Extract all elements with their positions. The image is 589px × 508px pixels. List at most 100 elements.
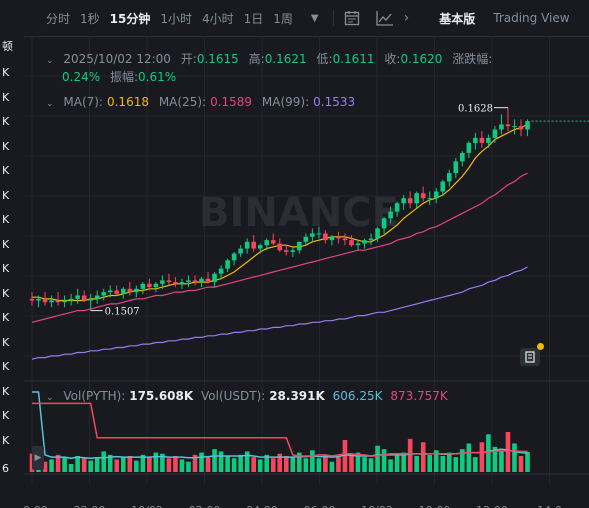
candle-down <box>173 282 178 284</box>
candle-down <box>251 241 256 249</box>
volume-bar-up <box>446 452 452 472</box>
collapse-chevron-down-icon[interactable]: ⌄ <box>46 56 54 66</box>
candle-up <box>68 298 74 301</box>
left-panel-marker: K <box>2 384 10 398</box>
volume-bar-down <box>277 453 283 472</box>
candle-down <box>55 300 61 303</box>
candle-up <box>160 280 165 284</box>
change-value: 0.24% <box>62 70 101 84</box>
volume-bar-up <box>244 451 250 472</box>
volume-bar-up <box>94 457 100 472</box>
volume-info: ⌄ Vol(PYTH): 175.608K Vol(USDT): 28.391K… <box>46 389 448 403</box>
candle-down <box>407 198 413 204</box>
candle-down <box>349 240 354 246</box>
change-label: 涨跌幅: <box>452 52 493 66</box>
candle-down <box>479 137 485 143</box>
candle-up <box>486 137 491 143</box>
candle-up <box>446 173 452 182</box>
timeframe-tab-active[interactable]: 15分钟 <box>109 11 151 26</box>
volume-bar-up <box>120 457 126 472</box>
volume-bar-down <box>349 454 354 472</box>
left-panel-marker: K <box>2 286 10 300</box>
left-panel-marker: K <box>2 164 10 177</box>
candle-up <box>355 243 361 246</box>
collapse-chevron-down-icon[interactable]: ⌄ <box>46 393 54 403</box>
candle-down <box>342 238 348 241</box>
timeframe-tab[interactable]: 4小时 <box>202 11 234 26</box>
vol-ma1-value: 606.25K <box>332 389 383 403</box>
candle-up <box>120 288 126 294</box>
candle-up <box>290 250 296 252</box>
timeframe-tab[interactable]: 1日 <box>243 11 264 26</box>
candle-up <box>433 191 439 199</box>
candle-up <box>394 203 400 212</box>
candle-up <box>499 124 504 130</box>
candle-up <box>460 152 465 162</box>
vol-usdt-value: 28.391K <box>269 389 325 403</box>
candle-down <box>205 278 211 283</box>
candle-up <box>375 228 380 239</box>
high-label: 高: <box>248 52 265 66</box>
candle-up <box>316 233 322 235</box>
volume-bar-up <box>388 459 393 472</box>
calendar-icon[interactable] <box>344 10 360 26</box>
candle-up <box>401 198 406 204</box>
volume-bar-up <box>218 451 224 472</box>
candle-up <box>238 248 243 254</box>
collapse-chevron-down-icon[interactable]: ⌄ <box>46 99 54 109</box>
candle-up <box>414 193 419 204</box>
volume-bar-up <box>375 445 380 472</box>
more-timeframes-chevron-down-icon[interactable]: ▼ <box>310 12 319 24</box>
close-label: 收: <box>384 52 401 66</box>
timeframe-tab[interactable]: 分时 <box>46 11 71 26</box>
candle-up <box>492 129 498 138</box>
timeframe-tab[interactable]: 1秒 <box>80 11 100 26</box>
left-panel-marker: K <box>2 188 10 202</box>
ma25-label: MA(25): <box>158 95 207 109</box>
candle-down <box>283 250 289 252</box>
volume-bar-up <box>355 452 361 472</box>
indicator-chart-icon[interactable] <box>375 10 394 26</box>
view-tradingview-tab[interactable]: Trading View <box>493 11 570 25</box>
volume-bar-down <box>192 454 198 472</box>
volume-bar-up <box>238 454 243 472</box>
timeframe-tab[interactable]: 1周 <box>273 11 293 26</box>
left-panel-marker: K <box>2 90 10 104</box>
volume-bar-down <box>42 461 48 472</box>
volume-bar-up <box>160 453 165 472</box>
volume-bar-up <box>512 443 517 472</box>
volume-bar-up <box>473 457 478 472</box>
ohlc-info-line2: 0.24% 振幅:0.61% <box>62 68 176 85</box>
left-panel-marker: K <box>2 115 10 128</box>
candle-up <box>140 283 146 289</box>
volume-ma-line-2 <box>32 402 528 457</box>
watermark-text: BINANCE <box>199 190 399 236</box>
candle-up <box>525 121 530 130</box>
candle-up <box>88 298 93 301</box>
view-basic-tab[interactable]: 基本版 <box>439 11 476 26</box>
candle-up <box>134 288 139 293</box>
candle-up <box>303 236 309 242</box>
volume-bar-up <box>414 456 419 472</box>
volume-bar-up <box>466 443 472 472</box>
candle-up <box>107 290 113 293</box>
candle-down <box>270 240 276 244</box>
volume-bar-up <box>499 451 504 472</box>
timeframe-tab[interactable]: 1小时 <box>160 11 192 26</box>
volume-bar-up <box>394 454 400 472</box>
volume-bar-up <box>107 454 113 472</box>
candle-down <box>323 233 328 241</box>
volume-bar-down <box>479 442 485 472</box>
sidebar-toggle-button[interactable]: ▶ <box>32 446 44 470</box>
volume-bar-down <box>251 457 256 472</box>
candle-down <box>336 236 341 239</box>
volume-bar-up <box>303 458 309 472</box>
candle-up <box>49 300 54 303</box>
candle-up <box>310 233 315 237</box>
volume-bar-up <box>212 449 217 472</box>
candle-up <box>244 241 250 249</box>
ma99-label: MA(99): <box>261 95 310 109</box>
chevron-right-icon[interactable]: › <box>403 10 410 26</box>
notes-button[interactable] <box>520 343 544 366</box>
volume-bar-up <box>316 458 322 472</box>
